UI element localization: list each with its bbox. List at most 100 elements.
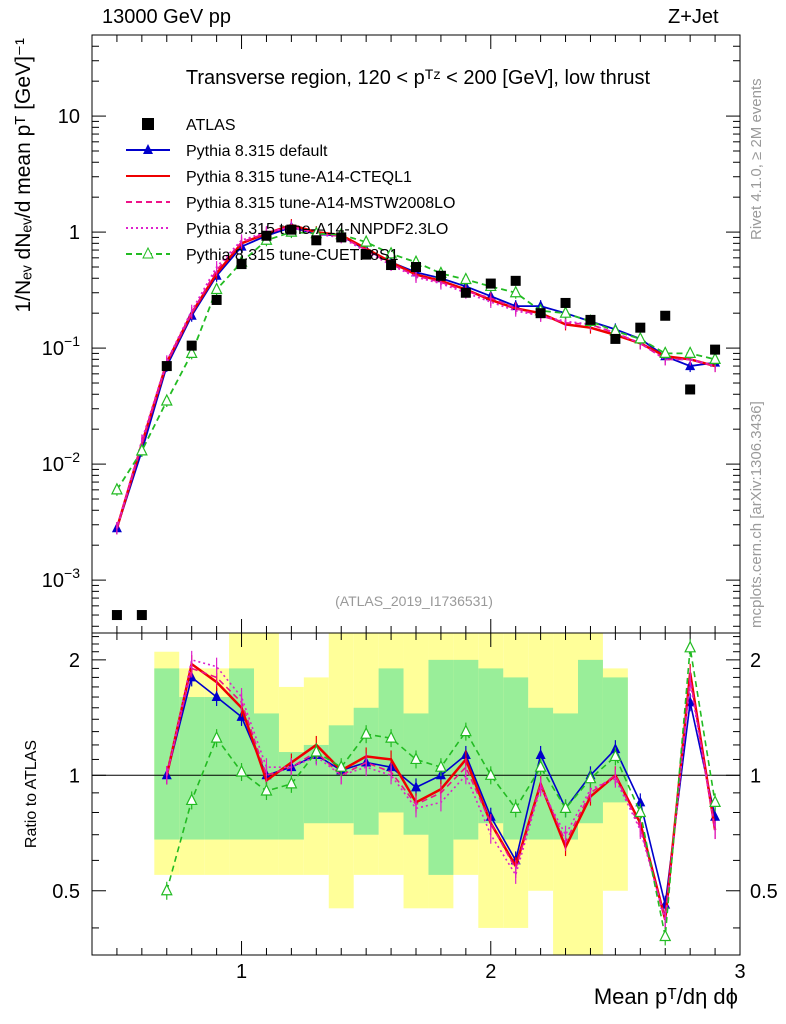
ratio-band-green xyxy=(154,668,180,840)
mcplots-label: mcplots.cern.ch [arXiv:1306.3436] xyxy=(748,401,765,628)
series-marker xyxy=(160,393,173,406)
legend-label: Pythia 8.315 tune-CUETP8S1 xyxy=(186,247,399,264)
atlas-data-point xyxy=(535,308,546,319)
series-marker xyxy=(634,331,647,344)
ratio-marker xyxy=(210,730,223,743)
ratio-band-green xyxy=(204,697,230,840)
atlas-data-point xyxy=(261,230,272,241)
ratio-marker xyxy=(185,793,198,806)
y-tick-label: 1 xyxy=(69,222,80,244)
series-marker xyxy=(185,346,198,359)
ratio-marker xyxy=(535,748,546,759)
ratio-marker xyxy=(434,759,447,772)
ratio-band-green xyxy=(553,713,578,840)
ratio-marker xyxy=(235,764,248,777)
series-marker xyxy=(709,351,722,364)
series-marker xyxy=(459,272,472,285)
x-tick-label: 1 xyxy=(236,961,247,983)
legend-label: Pythia 8.315 tune-A14-NNPDF2.3LO xyxy=(186,221,448,238)
ratio-marker xyxy=(534,759,547,772)
ratio-series-group xyxy=(160,638,722,946)
atlas-data-point xyxy=(685,384,696,395)
legend-marker xyxy=(143,144,153,154)
atlas-data-point xyxy=(560,297,571,308)
series-marker xyxy=(509,285,522,298)
x-tick-label: 3 xyxy=(734,961,745,983)
ratio-axis-label: Ratio to ATLAS xyxy=(23,740,40,848)
ratio-tick-label-right: 0.5 xyxy=(750,881,778,903)
atlas-data-point xyxy=(311,235,322,246)
series-marker xyxy=(559,305,572,318)
ratio-marker xyxy=(509,801,522,813)
legend-marker xyxy=(142,246,154,259)
ratio-marker xyxy=(410,752,422,765)
ratio-marker xyxy=(659,929,672,942)
atlas-data-point xyxy=(510,275,521,286)
ratio-marker xyxy=(609,749,622,762)
x-axis-label: Mean pᵀ/dη dϕ xyxy=(594,984,738,1009)
legend-label-atlas: ATLAS xyxy=(186,117,236,134)
ratio-marker xyxy=(260,783,273,796)
ratio-marker xyxy=(310,744,323,757)
y-tick-label: 10 xyxy=(58,106,80,128)
atlas-data-point xyxy=(411,262,421,273)
y-axis-label: 1/Nₑᵥ dNₑᵥ/d mean pᵀ [GeV]⁻¹ xyxy=(12,38,35,313)
atlas-data-point xyxy=(361,249,372,260)
series-marker xyxy=(684,346,697,359)
atlas-data-point xyxy=(286,224,297,235)
atlas-data-point xyxy=(710,344,721,355)
atlas-data-point xyxy=(211,294,222,305)
y-tick-label: 10−2 xyxy=(42,449,80,476)
ratio-tick-label-left: 1 xyxy=(69,765,80,787)
ratio-marker xyxy=(459,724,472,737)
atlas-data-point xyxy=(136,610,147,621)
atlas-data-point xyxy=(485,278,496,289)
rivet-version-label: Rivet 4.1.0, ≥ 2M events xyxy=(748,78,765,240)
atlas-data-point xyxy=(161,361,172,372)
y-tick-label: 10−1 xyxy=(42,333,80,360)
ratio-tick-label-left: 0.5 xyxy=(52,881,80,903)
series-marker xyxy=(135,443,148,456)
chart-title: Transverse region, 120 < pᵀᶻ < 200 [GeV]… xyxy=(186,67,651,89)
atlas-data-point xyxy=(111,610,122,621)
analysis-label: (ATLAS_2019_I1736531) xyxy=(335,593,493,609)
ratio-marker xyxy=(709,795,722,807)
atlas-data-point xyxy=(386,260,397,271)
atlas-data-point xyxy=(610,333,621,344)
series-marker xyxy=(659,346,672,359)
legend-label: Pythia 8.315 default xyxy=(186,143,328,160)
ratio-marker xyxy=(411,781,421,792)
header-left-label: 13000 GeV pp xyxy=(102,6,231,28)
ratio-marker xyxy=(285,776,298,789)
ratio-marker xyxy=(484,767,497,780)
series-marker xyxy=(210,282,223,295)
y-tick-label: 10−3 xyxy=(42,565,80,592)
ratio-marker xyxy=(684,640,697,653)
ratio-marker xyxy=(211,691,222,702)
x-tick-label: 2 xyxy=(485,961,496,983)
ratio-marker xyxy=(635,796,646,807)
ratio-marker xyxy=(634,805,647,818)
atlas-data-point xyxy=(585,314,596,325)
ratio-marker xyxy=(559,801,572,813)
atlas-data-point xyxy=(236,259,247,270)
atlas-data-point xyxy=(660,310,671,321)
ratio-band-green xyxy=(179,697,205,840)
ratio-marker xyxy=(160,883,173,896)
atlas-data-point xyxy=(460,287,471,298)
ratio-marker xyxy=(360,726,373,739)
series-marker xyxy=(385,246,398,259)
atlas-data-point xyxy=(336,232,347,243)
ratio-marker xyxy=(385,730,398,743)
main-series-group xyxy=(110,219,722,621)
header-right-label: Z+Jet xyxy=(668,6,719,28)
legend-label: Pythia 8.315 tune-A14-CTEQL1 xyxy=(186,169,412,186)
series-marker xyxy=(360,234,373,247)
legend-marker-atlas xyxy=(142,118,154,130)
ratio-tick-label-right: 1 xyxy=(750,765,761,787)
ratio-marker xyxy=(335,759,348,772)
series-marker xyxy=(110,482,123,495)
atlas-data-point xyxy=(635,322,646,333)
legend-label: Pythia 8.315 tune-A14-MSTW2008LO xyxy=(186,195,455,212)
atlas-data-point xyxy=(435,270,446,281)
